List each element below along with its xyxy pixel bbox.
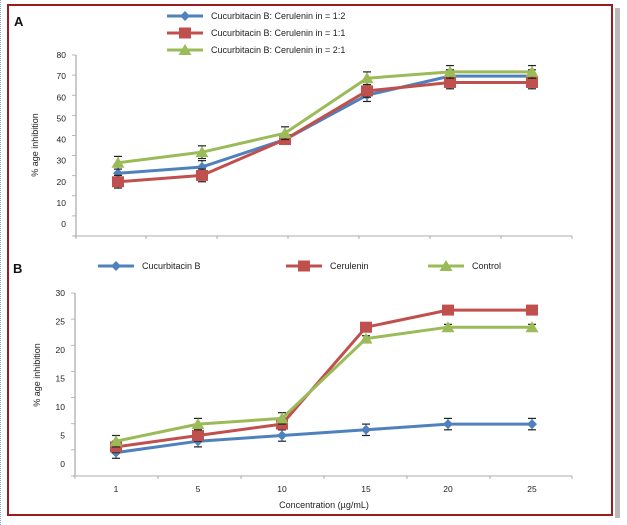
y-tick-label: 10 [57, 198, 67, 208]
legend-marker [298, 260, 310, 272]
y-tick-label: 20 [57, 177, 67, 187]
legend-marker [180, 11, 190, 21]
y-tick-label: 10 [56, 402, 66, 412]
y-tick-label: 40 [57, 135, 67, 145]
x-axis-title: Concentration (µg/mL) [279, 500, 369, 510]
data-point [112, 176, 124, 188]
data-point [192, 430, 204, 441]
data-point [278, 127, 292, 139]
legend-label: Cucurbitacin B: Cerulenin in = 1:2 [211, 11, 345, 21]
legend-label: Cucurbitacin B [142, 261, 201, 271]
data-point [359, 332, 373, 344]
data-point [526, 304, 538, 316]
data-point [277, 430, 287, 441]
y-tick-label: 20 [56, 345, 66, 355]
data-point [195, 146, 209, 158]
y-axis-title: % age inhibition [30, 113, 40, 177]
data-point [442, 304, 454, 316]
legend-item: Cucurbitacin B: Cerulenin in = 1:1 [167, 27, 345, 39]
y-tick-label: 80 [57, 50, 67, 60]
series-line [115, 422, 532, 455]
series-line [117, 74, 532, 175]
data-point [443, 65, 457, 77]
legend-marker [439, 260, 453, 271]
data-point [360, 72, 374, 84]
legend-item: Cucurbitacin B [98, 261, 201, 271]
x-tick-label: 5 [196, 484, 201, 494]
data-point [525, 65, 539, 77]
y-tick-label: 60 [57, 92, 67, 102]
y-tick-label: 30 [56, 288, 66, 298]
figure-frame [7, 4, 613, 516]
frame-shadow [615, 8, 620, 518]
y-tick-label: 25 [56, 317, 66, 327]
data-point [196, 169, 208, 181]
data-point [443, 419, 453, 430]
legend-item: Cerulenin [286, 260, 369, 272]
y-tick-label: 70 [57, 71, 67, 81]
data-point [441, 321, 455, 333]
series-line [117, 80, 532, 184]
data-point [444, 76, 456, 88]
legend-label: Cucurbitacin B: Cerulenin in = 2:1 [211, 45, 345, 55]
x-tick-label: 15 [361, 484, 371, 494]
legend: Cucurbitacin B: Cerulenin in = 1:2 Cucurb… [167, 11, 345, 55]
legend-marker [178, 44, 192, 55]
legend-label: Cerulenin [330, 261, 369, 271]
y-tick-label: 5 [60, 431, 65, 441]
data-point [525, 321, 539, 333]
data-point [526, 76, 538, 88]
y-tick-label: 30 [57, 156, 67, 166]
legend-marker [111, 261, 121, 271]
series-square [112, 75, 538, 189]
data-point [275, 412, 289, 424]
x-tick-label: 1 [114, 484, 119, 494]
legend: Cucurbitacin B Cerulenin Control [98, 260, 501, 272]
series-line [115, 308, 532, 449]
series-triangle [111, 64, 539, 170]
legend-item: Control [428, 260, 501, 271]
series-line [117, 70, 532, 165]
data-point [527, 419, 537, 430]
series-line [115, 325, 532, 443]
y-tick-label: 15 [56, 374, 66, 384]
panel-label-a: A [14, 14, 24, 29]
chart-a: 0 10 20 30 40 50 60 70 80 % age inhibition Cucurbi… [30, 11, 573, 239]
data-point [360, 321, 372, 333]
y-tick-label: 0 [60, 459, 65, 469]
series-triangle [109, 321, 539, 448]
y-axis-title: % age inhibition [32, 343, 42, 407]
data-point [361, 424, 371, 435]
x-tick-label: 10 [277, 484, 287, 494]
legend-label: Control [472, 261, 501, 271]
y-tick-label: 0 [61, 219, 66, 229]
data-point [191, 418, 205, 430]
legend-marker [179, 27, 191, 39]
y-tick-label: 50 [57, 113, 67, 123]
legend-label: Cucurbitacin B: Cerulenin in = 1:1 [211, 28, 345, 38]
data-point [109, 435, 123, 447]
legend-item: Cucurbitacin B: Cerulenin in = 1:2 [167, 11, 345, 21]
data-point [111, 156, 125, 168]
legend-item: Cucurbitacin B: Cerulenin in = 2:1 [167, 44, 345, 55]
panel-label-b: B [13, 261, 22, 276]
series-diamond [113, 69, 537, 181]
left-dotted-guide [0, 0, 2, 525]
x-tick-label: 20 [443, 484, 453, 494]
data-point [361, 85, 373, 97]
x-tick-label: 25 [527, 484, 537, 494]
